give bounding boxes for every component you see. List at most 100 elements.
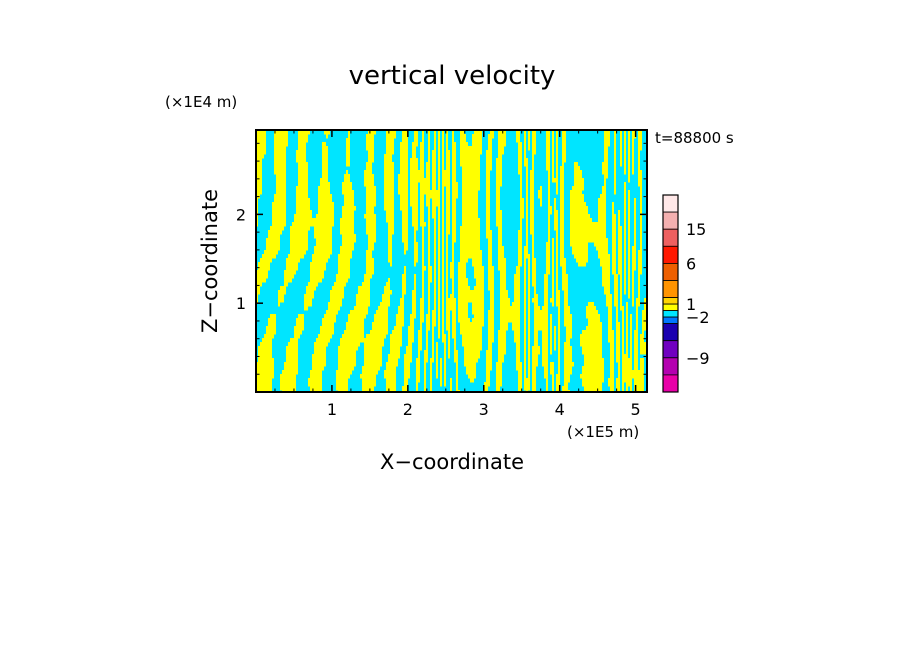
field-cell — [532, 138, 536, 143]
field-cell — [618, 222, 620, 227]
field-cell — [530, 186, 534, 191]
field-cell — [346, 158, 350, 163]
field-cell — [386, 366, 396, 371]
field-cell — [562, 150, 566, 155]
field-cell — [426, 330, 428, 335]
field-cell — [412, 310, 416, 315]
field-cell — [484, 382, 490, 387]
field-cell — [486, 206, 490, 211]
field-cell — [526, 186, 528, 191]
field-cell — [486, 178, 490, 183]
field-cell — [556, 182, 558, 187]
field-cell — [532, 234, 534, 239]
field-cell — [496, 166, 502, 171]
field-cell — [552, 146, 554, 151]
field-cell — [624, 246, 626, 251]
field-cell — [366, 198, 376, 203]
field-cell — [628, 138, 630, 143]
field-cell — [400, 194, 408, 199]
field-cell — [548, 190, 550, 195]
field-cell — [404, 374, 410, 379]
field-cell — [390, 338, 402, 343]
field-cell — [488, 330, 494, 335]
field-cell — [274, 146, 286, 151]
field-cell — [402, 278, 406, 283]
field-cell — [622, 358, 632, 363]
field-cell — [450, 382, 452, 387]
field-cell — [616, 306, 618, 311]
field-cell — [420, 310, 424, 315]
field-cell — [428, 258, 430, 263]
field-cell — [612, 230, 616, 235]
field-cell — [334, 282, 346, 287]
field-cell — [438, 246, 440, 251]
field-cell — [516, 366, 522, 371]
field-cell — [544, 298, 548, 303]
field-cell — [530, 202, 534, 207]
field-cell — [414, 238, 416, 243]
field-cell — [442, 326, 444, 331]
field-cell — [640, 226, 642, 231]
field-cell — [618, 266, 622, 271]
field-cell — [388, 226, 394, 231]
field-cell — [630, 342, 632, 347]
field-cell — [548, 210, 552, 215]
y-axis-label: Z−coordinate — [198, 189, 222, 333]
field-cell — [458, 270, 466, 275]
field-cell — [486, 198, 490, 203]
field-cell — [442, 182, 450, 187]
field-cell — [620, 298, 622, 303]
field-cell — [314, 234, 332, 239]
field-cell — [528, 146, 530, 151]
field-cell — [414, 262, 416, 267]
field-cell — [518, 230, 522, 235]
field-cell — [612, 250, 616, 255]
field-cell — [500, 306, 520, 311]
field-cell — [460, 138, 466, 143]
field-cell — [298, 130, 310, 135]
field-cell — [580, 338, 602, 343]
field-cell — [320, 178, 328, 183]
field-cell — [618, 230, 622, 235]
field-cell — [564, 342, 570, 347]
field-cell — [462, 202, 478, 207]
field-cell — [452, 282, 454, 287]
field-cell — [614, 278, 618, 283]
field-cell — [636, 318, 638, 323]
field-cell — [346, 322, 364, 327]
field-cell — [580, 374, 604, 379]
x-tick-label: 3 — [479, 400, 489, 419]
field-cell — [640, 334, 644, 339]
field-cell — [428, 234, 430, 239]
field-cell — [462, 198, 478, 203]
field-cell — [498, 138, 506, 143]
field-cell — [558, 306, 560, 311]
field-cell — [548, 182, 550, 187]
field-cell — [516, 270, 520, 275]
field-cell — [614, 190, 616, 195]
field-cell — [614, 150, 616, 155]
field-cell — [496, 178, 502, 183]
field-cell — [400, 206, 408, 211]
field-cell — [488, 270, 494, 275]
field-cell — [496, 174, 502, 179]
field-cell — [628, 238, 630, 243]
field-cell — [322, 162, 328, 167]
field-cell — [550, 370, 554, 375]
field-cell — [526, 170, 528, 175]
field-cell — [298, 174, 308, 179]
field-cell — [442, 226, 444, 231]
field-cell — [584, 354, 602, 359]
field-cell — [438, 178, 440, 183]
field-cell — [638, 278, 640, 283]
field-cell — [432, 350, 434, 355]
field-cell — [638, 262, 642, 267]
field-cell — [304, 298, 312, 303]
field-cell — [420, 326, 422, 331]
field-cell — [556, 250, 558, 255]
field-cell — [432, 186, 436, 191]
field-cell — [292, 222, 334, 227]
field-cell — [426, 202, 430, 207]
field-cell — [314, 246, 332, 251]
field-cell — [364, 278, 370, 283]
